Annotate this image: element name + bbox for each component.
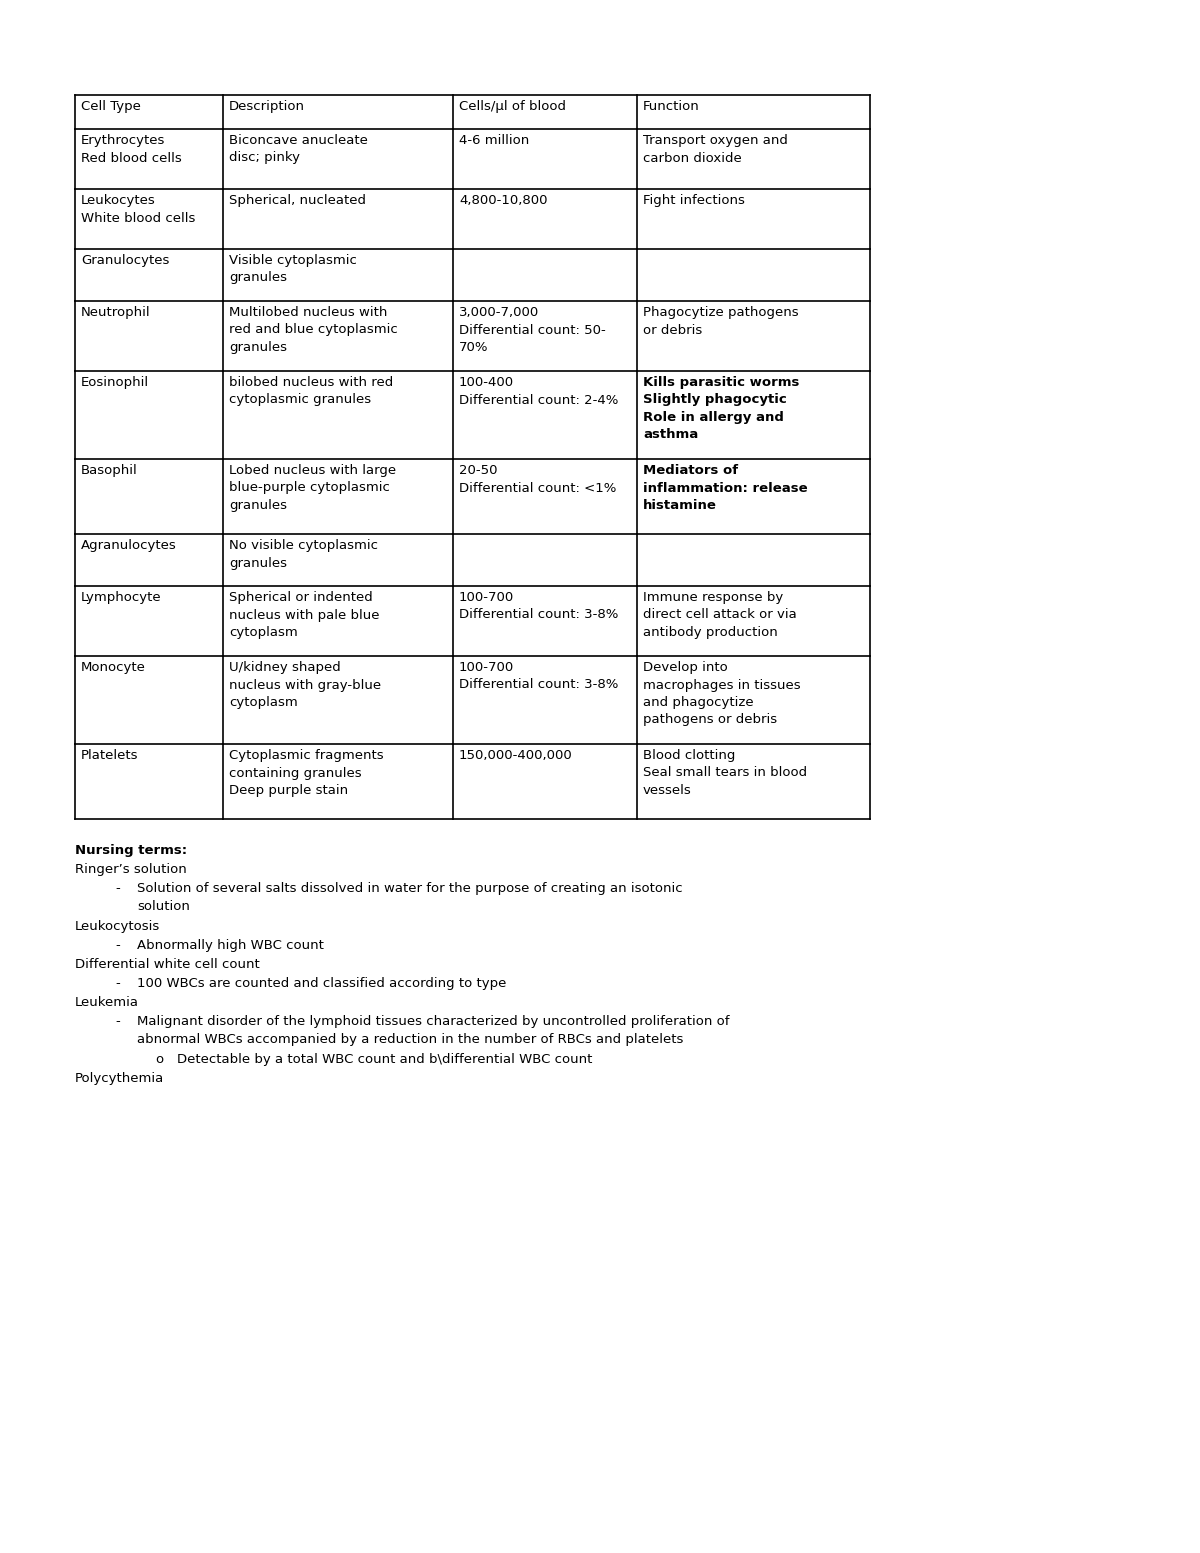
Text: Kills parasitic worms
Slightly phagocytic
Role in allergy and
asthma: Kills parasitic worms Slightly phagocyti… bbox=[643, 376, 799, 441]
Text: Lymphocyte: Lymphocyte bbox=[82, 592, 162, 604]
Text: Platelets: Platelets bbox=[82, 749, 138, 763]
Text: -: - bbox=[115, 977, 120, 989]
Text: Cells/µl of blood: Cells/µl of blood bbox=[458, 99, 566, 113]
Text: 4,800-10,800: 4,800-10,800 bbox=[458, 194, 547, 207]
Text: -: - bbox=[115, 1016, 120, 1028]
Text: Fight infections: Fight infections bbox=[643, 194, 745, 207]
Text: Ringer’s solution: Ringer’s solution bbox=[74, 863, 187, 876]
Text: Eosinophil: Eosinophil bbox=[82, 376, 149, 388]
Text: Monocyte: Monocyte bbox=[82, 662, 146, 674]
Text: Erythrocytes
Red blood cells: Erythrocytes Red blood cells bbox=[82, 134, 181, 165]
Text: 100-700
Differential count: 3-8%: 100-700 Differential count: 3-8% bbox=[458, 592, 618, 621]
Text: 20-50
Differential count: <1%: 20-50 Differential count: <1% bbox=[458, 464, 617, 494]
Text: Detectable by a total WBC count and b\differential WBC count: Detectable by a total WBC count and b\di… bbox=[178, 1053, 593, 1065]
Text: No visible cytoplasmic
granules: No visible cytoplasmic granules bbox=[229, 539, 378, 570]
Text: Immune response by
direct cell attack or via
antibody production: Immune response by direct cell attack or… bbox=[643, 592, 797, 638]
Text: Cell Type: Cell Type bbox=[82, 99, 140, 113]
Text: Neutrophil: Neutrophil bbox=[82, 306, 151, 318]
Text: o: o bbox=[155, 1053, 163, 1065]
Text: Agranulocytes: Agranulocytes bbox=[82, 539, 176, 551]
Text: Basophil: Basophil bbox=[82, 464, 138, 477]
Text: Leukocytosis: Leukocytosis bbox=[74, 919, 161, 933]
Text: 150,000-400,000: 150,000-400,000 bbox=[458, 749, 572, 763]
Text: Develop into
macrophages in tissues
and phagocytize
pathogens or debris: Develop into macrophages in tissues and … bbox=[643, 662, 800, 727]
Text: Biconcave anucleate
disc; pinky: Biconcave anucleate disc; pinky bbox=[229, 134, 368, 165]
Text: bilobed nucleus with red
cytoplasmic granules: bilobed nucleus with red cytoplasmic gra… bbox=[229, 376, 394, 407]
Text: Abnormally high WBC count: Abnormally high WBC count bbox=[137, 940, 324, 952]
Text: -: - bbox=[115, 882, 120, 895]
Text: Description: Description bbox=[229, 99, 305, 113]
Text: Visible cytoplasmic
granules: Visible cytoplasmic granules bbox=[229, 255, 356, 284]
Text: Spherical, nucleated: Spherical, nucleated bbox=[229, 194, 366, 207]
Text: Function: Function bbox=[643, 99, 700, 113]
Text: 100-400
Differential count: 2-4%: 100-400 Differential count: 2-4% bbox=[458, 376, 618, 407]
Text: Granulocytes: Granulocytes bbox=[82, 255, 169, 267]
Text: Blood clotting
Seal small tears in blood
vessels: Blood clotting Seal small tears in blood… bbox=[643, 749, 808, 797]
Text: 3,000-7,000
Differential count: 50-
70%: 3,000-7,000 Differential count: 50- 70% bbox=[458, 306, 606, 354]
Text: Leukocytes
White blood cells: Leukocytes White blood cells bbox=[82, 194, 196, 225]
Text: Nursing terms:: Nursing terms: bbox=[74, 843, 187, 857]
Text: Malignant disorder of the lymphoid tissues characterized by uncontrolled prolife: Malignant disorder of the lymphoid tissu… bbox=[137, 1016, 730, 1045]
Text: 100-700
Differential count: 3-8%: 100-700 Differential count: 3-8% bbox=[458, 662, 618, 691]
Text: Spherical or indented
nucleus with pale blue
cytoplasm: Spherical or indented nucleus with pale … bbox=[229, 592, 379, 638]
Text: Phagocytize pathogens
or debris: Phagocytize pathogens or debris bbox=[643, 306, 799, 337]
Text: Mediators of
inflammation: release
histamine: Mediators of inflammation: release hista… bbox=[643, 464, 808, 512]
Text: Lobed nucleus with large
blue-purple cytoplasmic
granules: Lobed nucleus with large blue-purple cyt… bbox=[229, 464, 396, 512]
Text: 100 WBCs are counted and classified according to type: 100 WBCs are counted and classified acco… bbox=[137, 977, 506, 989]
Text: Differential white cell count: Differential white cell count bbox=[74, 958, 259, 971]
Text: Solution of several salts dissolved in water for the purpose of creating an isot: Solution of several salts dissolved in w… bbox=[137, 882, 683, 913]
Text: Polycythemia: Polycythemia bbox=[74, 1072, 164, 1086]
Text: Transport oxygen and
carbon dioxide: Transport oxygen and carbon dioxide bbox=[643, 134, 788, 165]
Text: Multilobed nucleus with
red and blue cytoplasmic
granules: Multilobed nucleus with red and blue cyt… bbox=[229, 306, 397, 354]
Text: -: - bbox=[115, 940, 120, 952]
Text: U/kidney shaped
nucleus with gray-blue
cytoplasm: U/kidney shaped nucleus with gray-blue c… bbox=[229, 662, 382, 710]
Text: 4-6 million: 4-6 million bbox=[458, 134, 529, 148]
Text: Cytoplasmic fragments
containing granules
Deep purple stain: Cytoplasmic fragments containing granule… bbox=[229, 749, 384, 797]
Text: Leukemia: Leukemia bbox=[74, 995, 139, 1009]
